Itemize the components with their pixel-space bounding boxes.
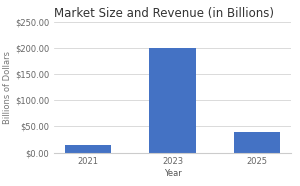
Bar (65, 145, 111, 153)
X-axis label: Year: Year (164, 169, 181, 178)
Bar (234, 132, 280, 153)
Text: Market Size and Revenue (in Billions): Market Size and Revenue (in Billions) (54, 7, 274, 20)
Bar (149, 48, 196, 153)
Y-axis label: Billions of Dollars: Billions of Dollars (3, 51, 12, 124)
